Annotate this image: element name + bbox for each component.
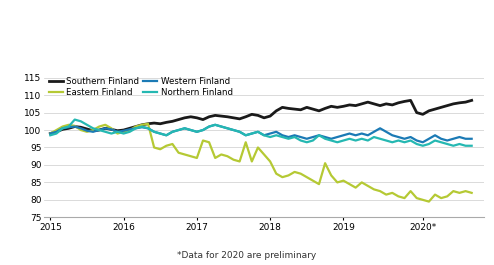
Eastern Finland: [414, 197, 420, 200]
Text: *Data for 2020 are preliminary: *Data for 2020 are preliminary: [177, 251, 317, 260]
Southern Finland: [175, 118, 181, 121]
Northern Finland: [47, 134, 53, 137]
Southern Finland: [47, 132, 53, 135]
Western Finland: [414, 139, 420, 142]
Northern Finland: [151, 130, 157, 133]
Northern Finland: [469, 144, 475, 147]
Western Finland: [469, 137, 475, 140]
Southern Finland: [408, 99, 413, 102]
Line: Northern Finland: Northern Finland: [50, 120, 472, 146]
Western Finland: [286, 135, 291, 139]
Western Finland: [420, 141, 426, 144]
Western Finland: [231, 129, 237, 132]
Eastern Finland: [426, 200, 432, 203]
Northern Finland: [420, 144, 426, 147]
Eastern Finland: [286, 174, 291, 177]
Southern Finland: [280, 106, 286, 109]
Western Finland: [47, 132, 53, 135]
Eastern Finland: [231, 158, 237, 161]
Line: Eastern Finland: Eastern Finland: [50, 124, 472, 202]
Southern Finland: [402, 100, 408, 103]
Northern Finland: [182, 127, 188, 130]
Western Finland: [145, 127, 151, 130]
Eastern Finland: [182, 153, 188, 156]
Western Finland: [212, 123, 218, 126]
Eastern Finland: [151, 146, 157, 149]
Southern Finland: [414, 111, 420, 114]
Eastern Finland: [102, 123, 108, 126]
Eastern Finland: [469, 191, 475, 195]
Southern Finland: [102, 127, 108, 130]
Eastern Finland: [145, 122, 151, 125]
Northern Finland: [231, 129, 237, 132]
Line: Southern Finland: Southern Finland: [50, 100, 472, 134]
Northern Finland: [414, 142, 420, 145]
Line: Western Finland: Western Finland: [50, 125, 472, 142]
Northern Finland: [72, 118, 78, 121]
Southern Finland: [145, 122, 151, 125]
Legend: Southern Finland, Eastern Finland, Western Finland, Northern Finland: Southern Finland, Eastern Finland, Weste…: [49, 77, 233, 97]
Western Finland: [175, 129, 181, 132]
Western Finland: [102, 127, 108, 130]
Eastern Finland: [47, 132, 53, 135]
Northern Finland: [286, 137, 291, 140]
Northern Finland: [108, 132, 114, 135]
Southern Finland: [469, 99, 475, 102]
